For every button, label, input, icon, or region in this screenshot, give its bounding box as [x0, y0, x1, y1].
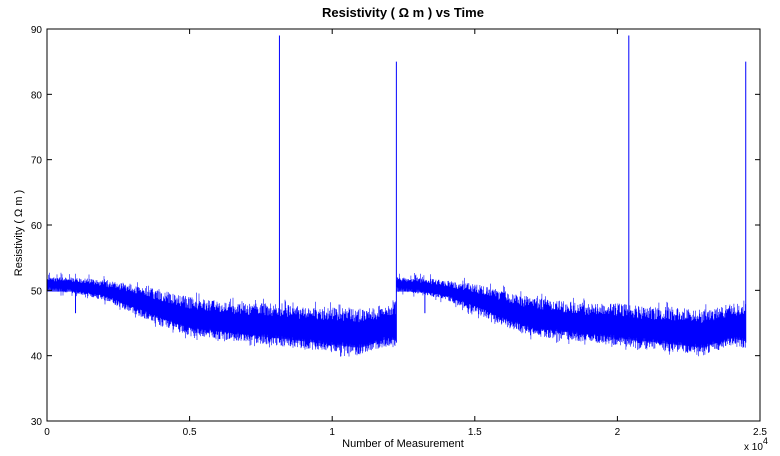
- series-segment-0: [46, 272, 397, 357]
- x-tick-label: 2: [615, 427, 621, 438]
- x-multiplier-exponent: 4: [763, 436, 768, 446]
- x-tick-label: 1.5: [468, 427, 482, 438]
- y-tick-label: 40: [31, 352, 43, 363]
- axes-box: [46, 28, 761, 422]
- x-tick-label: 1: [329, 427, 335, 438]
- x-tick-label: 0.5: [183, 427, 197, 438]
- plot-area: [46, 35, 747, 357]
- chart-title: Resistivity ( Ω m ) vs Time: [322, 5, 484, 20]
- y-tick-label: 70: [31, 156, 43, 167]
- y-tick-label: 90: [31, 25, 43, 36]
- axis-ticks: 0 0.5 1 1.5 2 2.5 30 40 50 60 70 80 90: [31, 25, 768, 438]
- y-tick-label: 60: [31, 221, 43, 232]
- x-tick-label: 2.5: [753, 427, 767, 438]
- y-tick-label: 50: [31, 286, 43, 297]
- y-axis-label: Resistivity ( Ω m ): [13, 190, 25, 276]
- series-segment-1: [396, 273, 746, 357]
- y-tick-label: 30: [31, 417, 43, 428]
- x-tick-label: 0: [44, 427, 50, 438]
- series-band: [396, 282, 746, 348]
- y-tick-label: 80: [31, 90, 43, 101]
- series-band: [47, 282, 397, 348]
- x-multiplier-label: x 104: [744, 436, 768, 453]
- x-axis-label: Number of Measurement: [342, 438, 464, 450]
- x-multiplier-base: x 10: [744, 442, 763, 453]
